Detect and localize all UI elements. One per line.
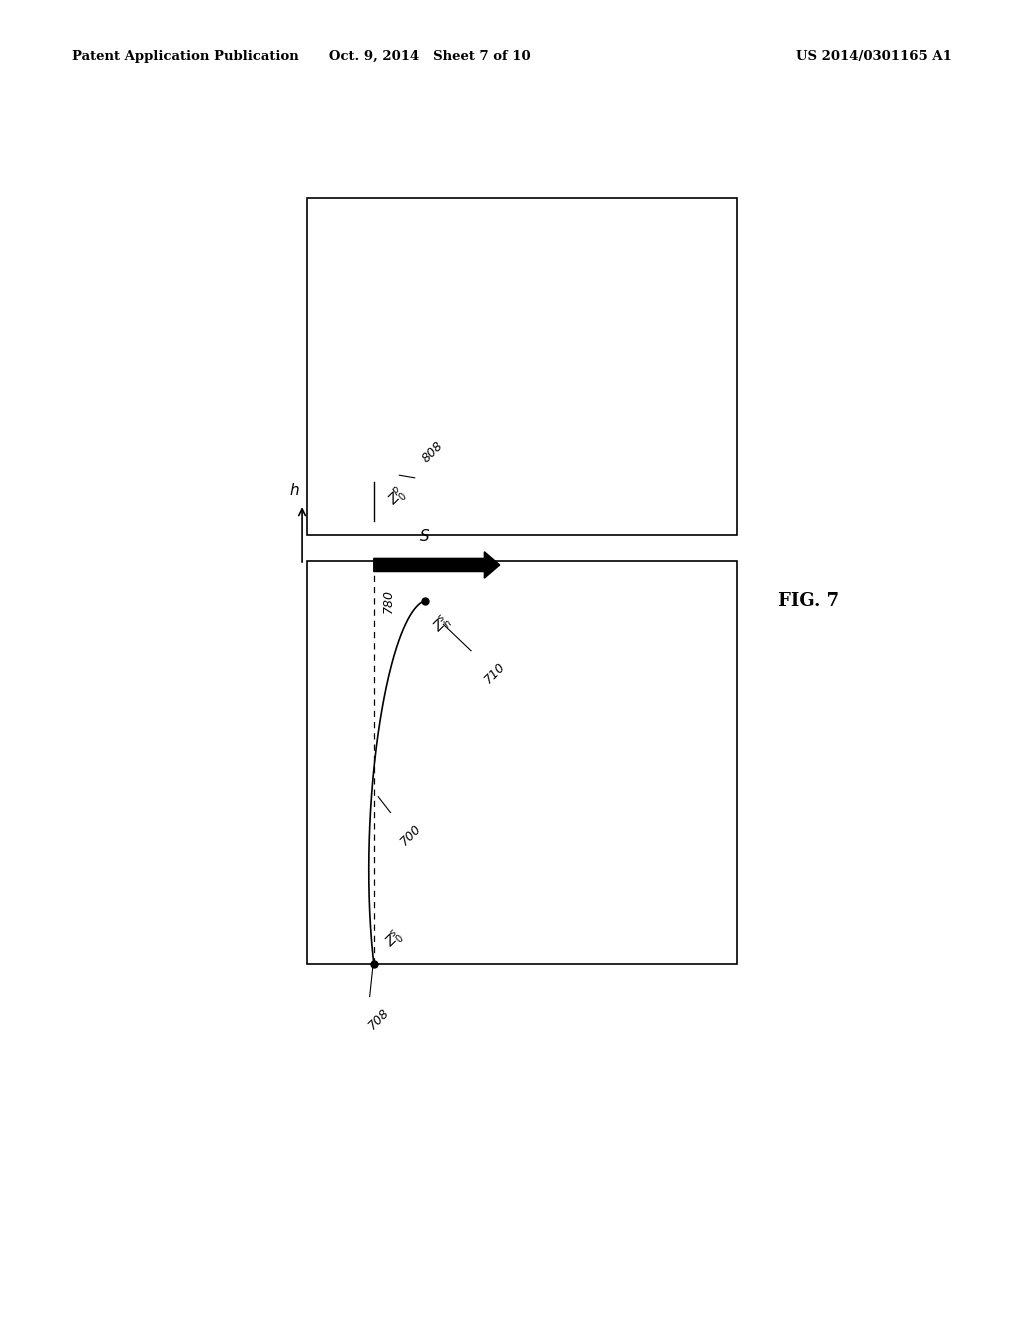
Text: US 2014/0301165 A1: US 2014/0301165 A1 [797, 50, 952, 63]
Bar [307, 198, 737, 535]
Text: Z$^s_0$: Z$^s_0$ [382, 927, 409, 953]
FancyArrow shape [374, 552, 500, 578]
Text: S: S [420, 529, 430, 544]
Text: h: h [289, 483, 299, 498]
Bar [307, 561, 737, 964]
Text: Z$^s_h$: Z$^s_h$ [430, 611, 457, 638]
Text: Z$^p_0$: Z$^p_0$ [384, 483, 412, 511]
Text: 708: 708 [366, 1006, 392, 1032]
Text: 780: 780 [382, 589, 395, 612]
Text: 808: 808 [420, 438, 446, 465]
Text: 700: 700 [397, 822, 424, 847]
Text: 710: 710 [481, 660, 508, 686]
Text: Oct. 9, 2014   Sheet 7 of 10: Oct. 9, 2014 Sheet 7 of 10 [330, 50, 530, 63]
Text: FIG. 7: FIG. 7 [778, 591, 840, 610]
Text: Patent Application Publication: Patent Application Publication [72, 50, 298, 63]
